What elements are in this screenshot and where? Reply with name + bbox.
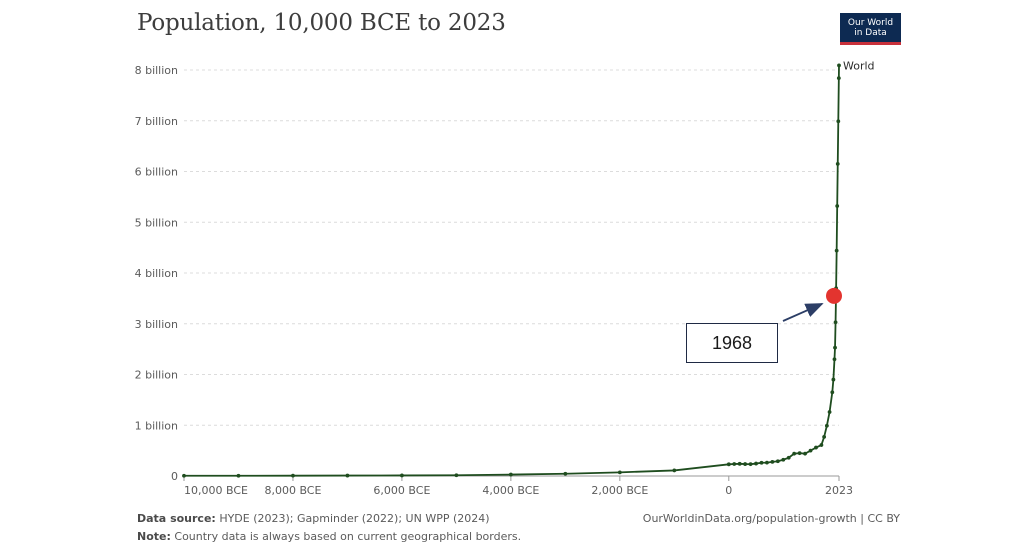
world-data-point bbox=[827, 410, 832, 414]
highlight-point-1968 bbox=[826, 287, 843, 304]
world-data-point bbox=[775, 459, 780, 464]
source-url-link[interactable]: OurWorldinData.org/population-growth | C… bbox=[642, 512, 900, 525]
world-data-point bbox=[792, 451, 797, 456]
y-tick-label: 8 billion bbox=[135, 64, 178, 77]
world-data-point bbox=[824, 423, 829, 428]
note: Note: Country data is always based on cu… bbox=[137, 530, 521, 543]
y-tick-label: 5 billion bbox=[135, 216, 178, 229]
x-tick-label: 6,000 BCE bbox=[373, 484, 430, 497]
world-data-point bbox=[835, 204, 840, 208]
world-data-point bbox=[836, 76, 841, 81]
world-data-point bbox=[832, 357, 837, 362]
y-tick-label: 7 billion bbox=[135, 115, 178, 128]
x-tick-label: 8,000 BCE bbox=[264, 484, 321, 497]
world-data-point bbox=[748, 462, 753, 467]
x-tick-label: 2023 bbox=[825, 484, 853, 497]
world-data-point bbox=[830, 390, 835, 395]
world-data-point bbox=[345, 473, 350, 478]
world-data-point bbox=[835, 161, 840, 166]
world-data-point bbox=[765, 460, 769, 465]
data-source-text[interactable]: HYDE (2023); Gapminder (2022); UN WPP (2… bbox=[219, 512, 490, 525]
world-data-point bbox=[672, 468, 677, 473]
world-data-point bbox=[759, 460, 764, 465]
world-data-point bbox=[563, 471, 568, 476]
note-text: Country data is always based on current … bbox=[174, 530, 522, 543]
y-tick-label: 4 billion bbox=[135, 267, 178, 280]
world-data-point bbox=[291, 473, 295, 478]
world-data-point bbox=[808, 448, 813, 453]
world-data-point bbox=[797, 451, 802, 456]
logo-line-1: Our World bbox=[847, 18, 894, 28]
annotation-label: 1968 bbox=[711, 332, 753, 353]
y-tick-label: 0 bbox=[171, 470, 178, 483]
owid-logo[interactable]: Our World in Data bbox=[840, 13, 901, 45]
x-tick-label: 0 bbox=[725, 484, 732, 497]
world-data-point bbox=[836, 119, 841, 124]
annotation-arrow bbox=[782, 303, 824, 322]
x-tick-label: 4,000 BCE bbox=[482, 484, 539, 497]
world-data-point bbox=[182, 473, 186, 478]
world-data-point bbox=[819, 443, 824, 447]
y-tick-label: 3 billion bbox=[135, 318, 178, 331]
world-data-point bbox=[803, 451, 807, 456]
data-source: Data source: HYDE (2023); Gapminder (202… bbox=[137, 512, 490, 525]
chart-title: Population, 10,000 BCE to 2023 bbox=[137, 10, 506, 36]
world-data-point bbox=[508, 472, 513, 477]
data-source-label: Data source: bbox=[137, 512, 216, 525]
world-data-point bbox=[743, 462, 748, 466]
world-data-point bbox=[236, 473, 241, 478]
series-label-world: World bbox=[843, 59, 875, 72]
x-tick-label: 2,000 BCE bbox=[591, 484, 648, 497]
world-data-point bbox=[833, 320, 838, 325]
note-label: Note: bbox=[137, 530, 171, 543]
world-series-line bbox=[183, 65, 840, 477]
world-data-point bbox=[822, 435, 827, 439]
world-data-point bbox=[754, 461, 758, 466]
world-data-point bbox=[770, 459, 775, 464]
y-tick-label: 2 billion bbox=[135, 369, 178, 382]
world-data-point bbox=[781, 457, 786, 462]
world-data-point bbox=[737, 461, 742, 466]
y-tick-label: 1 billion bbox=[135, 419, 178, 432]
world-data-point bbox=[400, 473, 404, 478]
logo-line-2: in Data bbox=[854, 28, 887, 38]
x-tick-label: 10,000 BCE bbox=[184, 484, 248, 497]
world-data-point bbox=[617, 470, 622, 475]
world-data-point bbox=[732, 462, 737, 466]
world-data-point bbox=[786, 455, 791, 460]
world-data-point bbox=[454, 473, 459, 478]
world-data-point bbox=[814, 445, 818, 450]
y-tick-label: 6 billion bbox=[135, 166, 178, 179]
world-data-point bbox=[726, 462, 731, 467]
world-data-point bbox=[837, 63, 841, 68]
annotation-1968-box: 1968 bbox=[686, 323, 778, 363]
world-data-point bbox=[833, 345, 837, 350]
world-data-point bbox=[834, 248, 839, 253]
world-data-point bbox=[831, 377, 836, 382]
